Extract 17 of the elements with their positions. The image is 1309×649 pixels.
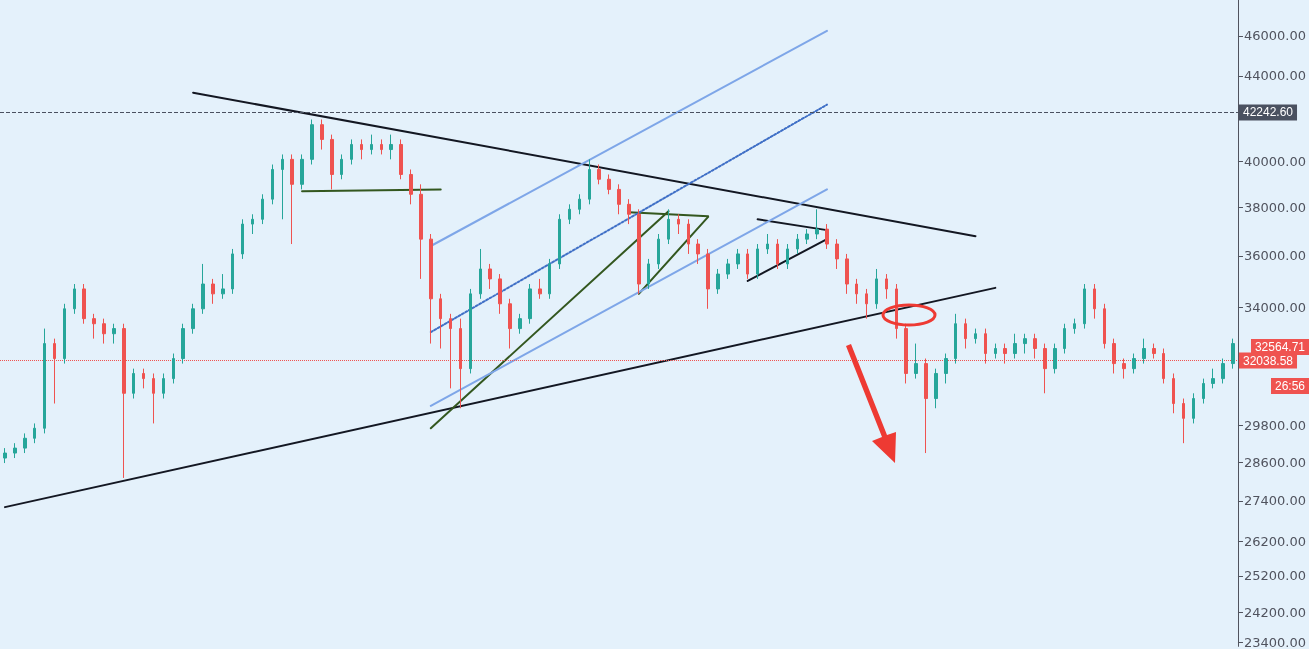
- y-tick-label: 36000.00: [1243, 248, 1306, 264]
- y-tick-label: 29800.00: [1243, 418, 1306, 434]
- ref-line-label: 42242.60: [1242, 105, 1294, 120]
- y-tick-label: 26200.00: [1243, 533, 1306, 549]
- text: 26:56: [1270, 378, 1309, 394]
- ref-line-label: 32038.58: [1242, 353, 1294, 368]
- y-tick-label: 28600.00: [1243, 454, 1306, 470]
- y-tick-label: 25200.00: [1243, 568, 1306, 584]
- y-tick-label: 23400.00: [1243, 635, 1306, 649]
- y-tick-label: 24200.00: [1243, 604, 1306, 620]
- y-tick-label: 40000.00: [1243, 153, 1306, 169]
- y-tick-label: 34000.00: [1243, 299, 1306, 315]
- y-tick-label: 27400.00: [1243, 493, 1306, 509]
- text: 32564.71: [1250, 339, 1309, 355]
- y-tick-label: 38000.00: [1243, 199, 1306, 215]
- y-tick-label: 44000.00: [1243, 68, 1306, 84]
- y-tick-label: 46000.00: [1243, 28, 1306, 44]
